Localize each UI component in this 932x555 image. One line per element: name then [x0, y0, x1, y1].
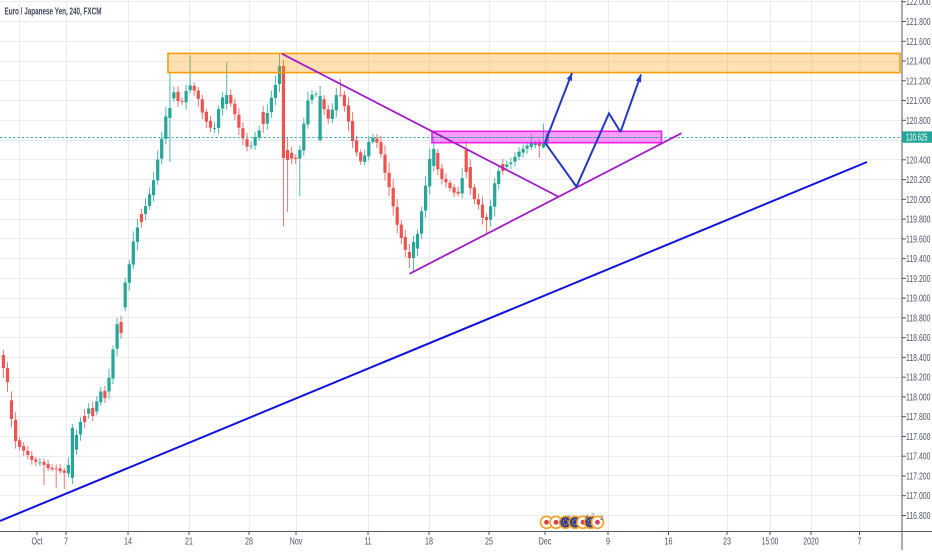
svg-text:Dec: Dec: [539, 536, 552, 548]
svg-text:122.000: 122.000: [906, 0, 931, 8]
svg-text:117.800: 117.800: [906, 411, 931, 423]
svg-text:119.000: 119.000: [906, 293, 931, 305]
svg-text:121.000: 121.000: [906, 95, 931, 107]
svg-text:7: 7: [64, 536, 68, 548]
svg-text:120.625: 120.625: [906, 132, 928, 144]
svg-text:2: 2: [600, 515, 604, 522]
svg-text:117.200: 117.200: [906, 471, 931, 483]
svg-text:21: 21: [185, 536, 193, 548]
svg-text:116.800: 116.800: [906, 510, 931, 522]
svg-text:118.000: 118.000: [906, 391, 931, 403]
svg-text:16: 16: [665, 536, 673, 548]
svg-text:118.200: 118.200: [906, 372, 931, 384]
svg-text:Nov: Nov: [290, 536, 303, 548]
svg-text:4: 4: [585, 514, 589, 521]
svg-text:23: 23: [723, 536, 731, 548]
svg-text:118.600: 118.600: [906, 332, 931, 344]
svg-text:120.000: 120.000: [906, 194, 931, 206]
svg-text:18: 18: [425, 536, 433, 548]
svg-text:121.600: 121.600: [906, 36, 931, 48]
svg-text:118.400: 118.400: [906, 352, 931, 364]
svg-text:119.800: 119.800: [906, 214, 931, 226]
svg-text:120.400: 120.400: [906, 154, 931, 166]
svg-text:119.400: 119.400: [906, 253, 931, 265]
svg-text:11: 11: [365, 536, 372, 548]
svg-text:118.800: 118.800: [906, 312, 931, 324]
svg-text:14: 14: [124, 536, 132, 548]
svg-text:7: 7: [858, 536, 862, 548]
svg-text:Euro / Japanese Yen, 240, FXCM: Euro / Japanese Yen, 240, FXCM: [5, 7, 102, 18]
svg-text:121.400: 121.400: [906, 56, 931, 68]
svg-text:15:00: 15:00: [762, 536, 779, 548]
svg-text:25: 25: [485, 536, 493, 548]
svg-text:117.000: 117.000: [906, 490, 931, 502]
svg-text:2020: 2020: [803, 536, 819, 548]
svg-text:28: 28: [245, 536, 253, 548]
svg-text:117.400: 117.400: [906, 451, 931, 463]
svg-text:119.600: 119.600: [906, 233, 931, 245]
svg-text:121.800: 121.800: [906, 16, 931, 28]
svg-text:117.600: 117.600: [906, 431, 931, 443]
svg-text:2: 2: [567, 515, 571, 522]
svg-text:7: 7: [591, 513, 595, 520]
svg-text:120.200: 120.200: [906, 174, 931, 186]
svg-text:9: 9: [606, 536, 610, 548]
svg-text:Oct: Oct: [32, 536, 43, 548]
svg-text:120.800: 120.800: [906, 115, 931, 127]
svg-text:119.200: 119.200: [906, 273, 931, 285]
svg-text:121.200: 121.200: [906, 75, 931, 87]
